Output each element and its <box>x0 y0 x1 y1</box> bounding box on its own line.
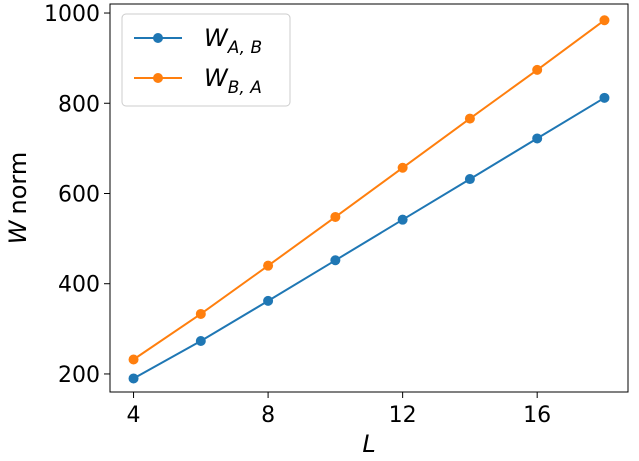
legend-marker <box>153 73 163 83</box>
series-line <box>133 96 606 380</box>
x-tick-label: 8 <box>261 403 275 428</box>
legend-entry: WB, A <box>134 64 262 98</box>
data-point <box>397 214 408 225</box>
y-tick-label: 200 <box>58 363 100 388</box>
data-point <box>128 373 139 384</box>
data-point <box>599 15 610 26</box>
y-axis-label-text: norm <box>4 152 32 215</box>
x-axis-ticks: 4 8 12 16 <box>127 392 551 428</box>
legend-entry: WA, B <box>134 24 262 58</box>
series-line <box>132 19 606 361</box>
series-layer <box>128 15 610 384</box>
data-point <box>464 174 475 185</box>
legend-entries: WA, B WB, A <box>134 24 262 98</box>
data-point <box>195 336 206 347</box>
data-point <box>464 113 475 124</box>
series-2 <box>128 15 610 365</box>
legend-marker <box>153 33 163 43</box>
series-1 <box>128 92 610 384</box>
y-axis-label: Wnorm <box>4 152 32 244</box>
y-tick-label: 1000 <box>44 2 100 27</box>
y-tick-label: 600 <box>58 182 100 207</box>
x-axis-label: L <box>362 430 375 458</box>
legend-label: WA, B <box>204 24 262 58</box>
data-point <box>397 162 408 173</box>
y-axis-ticks: 200 400 600 800 1000 <box>44 2 110 388</box>
data-point <box>532 133 543 144</box>
data-point <box>532 64 543 75</box>
plot-frame <box>109 3 629 393</box>
data-point <box>128 354 139 365</box>
y-tick-label: 800 <box>58 92 100 117</box>
legend-label: WB, A <box>204 64 262 98</box>
data-point <box>263 260 274 271</box>
data-point <box>263 295 274 306</box>
x-tick-label: 12 <box>389 403 417 428</box>
x-tick-label: 4 <box>127 403 141 428</box>
data-point <box>195 308 206 319</box>
y-axis-label-var: W <box>4 219 32 244</box>
y-tick-label: 400 <box>58 273 100 298</box>
data-point <box>599 92 610 103</box>
x-tick-label: 16 <box>523 403 551 428</box>
legend: WA, B WB, A <box>121 13 291 107</box>
data-point <box>330 211 341 222</box>
data-point <box>330 255 341 266</box>
